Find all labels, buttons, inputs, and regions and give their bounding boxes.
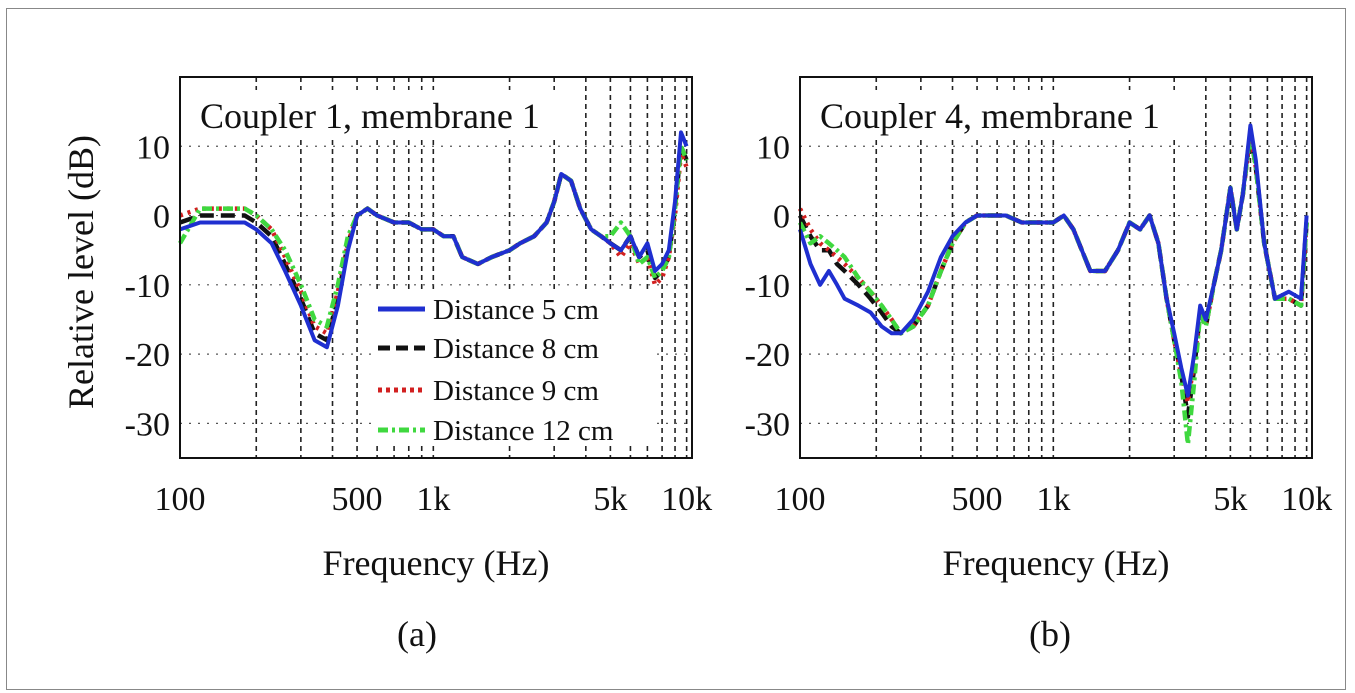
panel-a-sub-label: (a) bbox=[397, 614, 437, 654]
panel-a-y-tick-label: -10 bbox=[125, 268, 170, 305]
panel-a-plot-border bbox=[179, 76, 693, 459]
panel-b-x-tick-label: 5k bbox=[1213, 481, 1247, 518]
panel-b-x-tick-label: 10k bbox=[1281, 481, 1332, 518]
panel-a-title: Coupler 1, membrane 1 bbox=[200, 96, 540, 136]
panel-a-x-tick-label: 10k bbox=[661, 481, 712, 518]
panel-a-series-1-line bbox=[179, 130, 689, 350]
legend-item-1: Distance 5 cm bbox=[378, 294, 599, 326]
figure-frame bbox=[6, 8, 1346, 690]
panel-a-y-tick-label: -30 bbox=[125, 406, 170, 443]
panel-a-x-axis-label: Frequency (Hz) bbox=[323, 543, 550, 583]
panel-b-plot-border bbox=[799, 76, 1313, 459]
legend-item-4: Distance 12 cm bbox=[378, 415, 614, 447]
legend-label-2: Distance 8 cm bbox=[433, 333, 599, 365]
panel-a-y-tick-label: -20 bbox=[125, 337, 170, 374]
panel-b-sub-label: (b) bbox=[1029, 614, 1071, 654]
panel-b-x-tick-label: 1k bbox=[1036, 481, 1070, 518]
panel-b-x-axis-label: Frequency (Hz) bbox=[943, 543, 1170, 583]
panel-a-x-tick-label: 5k bbox=[593, 481, 627, 518]
panel-a-x-tick-label: 1k bbox=[416, 481, 450, 518]
legend-item-2: Distance 8 cm bbox=[378, 333, 599, 365]
panel-b-y-tick-label: -30 bbox=[745, 406, 790, 443]
legend-label-1: Distance 5 cm bbox=[433, 294, 599, 326]
panel-a-title-background bbox=[192, 90, 584, 138]
panel-b-x-tick-label: 100 bbox=[775, 481, 826, 518]
y-axis-label: Relative level (dB) bbox=[61, 135, 101, 409]
panel-b-y-tick-label: 10 bbox=[756, 129, 790, 166]
panel-a-x-tick-label: 500 bbox=[332, 481, 383, 518]
panel-b-x-tick-label: 500 bbox=[952, 481, 1003, 518]
panel-a-y-tick-label: 0 bbox=[153, 199, 170, 236]
panel-b-title: Coupler 4, membrane 1 bbox=[820, 96, 1160, 136]
panel-b-title-background bbox=[812, 90, 1204, 138]
panel-b-series-2-line bbox=[797, 130, 1309, 419]
legend: Distance 5 cm Distance 8 cm Distance 9 c… bbox=[372, 290, 657, 447]
panel-b-y-tick-label: 0 bbox=[773, 199, 790, 236]
panel-a-x-tick-label: 100 bbox=[155, 481, 206, 518]
legend-label-4: Distance 12 cm bbox=[433, 415, 614, 447]
panel-b-series-1-line bbox=[798, 123, 1309, 398]
legend-label-3: Distance 9 cm bbox=[433, 375, 599, 407]
legend-item-3: Distance 9 cm bbox=[378, 375, 599, 407]
panel-a-y-tick-label: 10 bbox=[136, 129, 170, 166]
panel-b-y-tick-label: -20 bbox=[745, 337, 790, 374]
panel-b-y-tick-label: -10 bbox=[745, 268, 790, 305]
legend-background bbox=[372, 290, 657, 446]
